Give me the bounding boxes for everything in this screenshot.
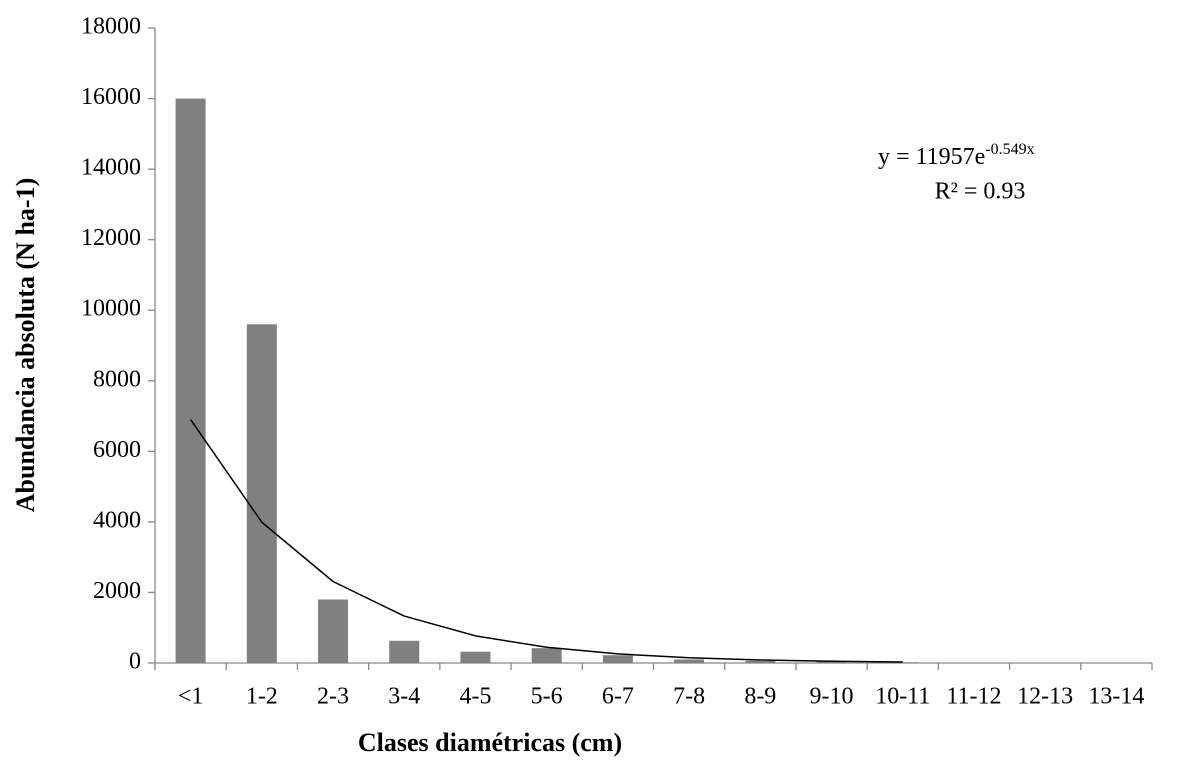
x-tick-label: 3-4 [388, 684, 420, 710]
bar [460, 651, 491, 663]
trend-equation: y = 11957e-0.549x [878, 141, 1035, 170]
bar [887, 662, 918, 663]
x-tick-label: 6-7 [602, 684, 634, 710]
y-tick-label: 16000 [81, 84, 141, 110]
x-tick-label: 10-11 [875, 684, 930, 710]
trendline [189, 419, 903, 663]
y-tick-label: 18000 [81, 14, 141, 40]
bar [175, 98, 206, 664]
y-tick-label: 12000 [81, 225, 141, 251]
x-tick-label: 11-12 [946, 684, 1001, 710]
x-tick-label: 8-9 [744, 684, 776, 710]
x-tick-label: 2-3 [317, 684, 349, 710]
bar [674, 659, 705, 663]
equation-exponent: -0.549x [985, 141, 1034, 158]
equation-base: y = 11957e [878, 144, 985, 170]
x-tick-label: <1 [178, 684, 204, 710]
x-tick-label: 12-13 [1017, 684, 1073, 710]
bar [389, 640, 420, 663]
y-axis-label: Abundancia absoluta (N ha-1) [11, 178, 40, 512]
y-tick-label: 2000 [93, 578, 141, 604]
x-tick-label: 1-2 [246, 684, 278, 710]
bar [745, 660, 776, 663]
x-tick-label: 7-8 [673, 684, 705, 710]
bar [531, 648, 562, 663]
r-squared: R² = 0.93 [935, 179, 1026, 205]
bar [318, 599, 349, 663]
y-tick-label: 14000 [81, 155, 141, 181]
y-tick-label: 0 [129, 649, 141, 675]
x-axis-label: Clases diamétricas (cm) [358, 728, 622, 757]
x-tick-label: 4-5 [459, 684, 491, 710]
y-tick-label: 10000 [81, 296, 141, 322]
x-tick-label: 9-10 [810, 684, 854, 710]
x-tick-label: 13-14 [1088, 684, 1144, 710]
y-tick-label: 4000 [93, 507, 141, 533]
y-tick-label: 6000 [93, 437, 141, 463]
bar [602, 655, 633, 663]
x-tick-label: 5-6 [531, 684, 563, 710]
bar [246, 324, 277, 663]
y-tick-label: 8000 [93, 366, 141, 392]
